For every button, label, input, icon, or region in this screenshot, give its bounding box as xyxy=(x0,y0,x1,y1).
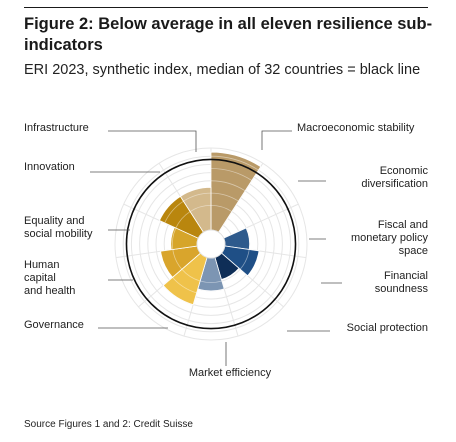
sector-band xyxy=(189,205,212,212)
label-macroeconomic-stability: Macroeconomic stability xyxy=(297,122,415,134)
label-line: Social protection xyxy=(347,322,428,334)
figure-title: Figure 2: Below average in all eleven re… xyxy=(24,15,433,54)
category-labels: Infrastructure Macroeconomic stability Eco… xyxy=(24,122,429,379)
label-line: space xyxy=(399,245,428,257)
label-line: Macroeconomic stability xyxy=(297,122,415,134)
sector-band xyxy=(172,227,177,250)
median-ring-group xyxy=(125,158,297,330)
label-line: capital xyxy=(24,272,56,284)
label-infrastructure: Infrastructure xyxy=(24,122,89,134)
sector-band xyxy=(172,249,183,270)
label-leaders xyxy=(90,130,342,366)
source-note: Source Figures 1 and 2: Credit Suisse xyxy=(24,419,193,430)
top-rule xyxy=(24,7,428,8)
label-market-efficiency: Market efficiency xyxy=(189,367,272,379)
label-line: and health xyxy=(24,285,75,297)
label-line: Innovation xyxy=(24,161,75,173)
label-fiscal-and-monetary-policy-space: Fiscal and monetary policy space xyxy=(351,219,429,257)
label-line: diversification xyxy=(361,178,428,190)
chart-hub xyxy=(196,229,226,259)
label-line: Human xyxy=(24,259,59,271)
sector-band xyxy=(175,211,191,229)
sector-band xyxy=(181,269,201,282)
label-line: Fiscal and xyxy=(378,219,428,231)
leader-macroeconomic-stability xyxy=(261,130,292,150)
sector-band xyxy=(239,249,250,270)
label-innovation: Innovation xyxy=(24,161,75,173)
label-governance: Governance xyxy=(24,319,84,331)
label-line: social mobility xyxy=(24,228,93,240)
sector-band xyxy=(200,280,222,283)
chart-sectors xyxy=(158,151,262,306)
label-human-capital-and-health: Human capital and health xyxy=(24,259,75,297)
label-line: soundness xyxy=(375,283,429,295)
sector-band xyxy=(210,205,233,212)
label-line: Equality and xyxy=(24,215,85,227)
sector-band xyxy=(210,168,253,181)
label-line: Governance xyxy=(24,319,84,331)
leader-infrastructure xyxy=(108,130,197,152)
sector-band xyxy=(172,277,197,294)
figure-subtitle: ERI 2023, synthetic index, median of 32 … xyxy=(24,62,421,78)
label-financial-soundness: Financial soundness xyxy=(375,270,429,295)
sector-band xyxy=(210,192,239,202)
median-line xyxy=(125,158,297,330)
sector-band xyxy=(210,155,259,171)
sector-band xyxy=(164,200,184,224)
label-line: monetary policy xyxy=(351,232,429,244)
label-line: Market efficiency xyxy=(189,367,272,379)
label-line: Infrastructure xyxy=(24,122,89,134)
label-equality-and-social-mobility: Equality and social mobility xyxy=(24,215,93,240)
sector-band xyxy=(183,192,212,202)
label-economic-diversification: Economic diversification xyxy=(361,165,428,190)
sector-infrastructure xyxy=(210,151,262,233)
sector-band xyxy=(210,180,246,192)
label-line: Financial xyxy=(384,270,428,282)
label-line: Economic xyxy=(380,165,429,177)
label-social-protection: Social protection xyxy=(347,322,428,334)
